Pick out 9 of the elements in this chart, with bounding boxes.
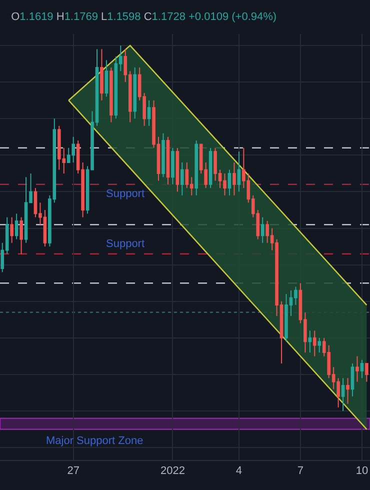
x-tick-label: 2022 [160, 465, 185, 478]
x-tick-label: 27 [67, 465, 80, 478]
ref-line-label: Support [106, 238, 145, 250]
band-label: Major Support Zone [46, 435, 144, 447]
x-tick-label: 10 [356, 465, 368, 478]
x-tick-label: 4 [236, 465, 242, 478]
x-tick-label: 7 [297, 465, 304, 478]
ref-line-label: Support [106, 188, 145, 200]
chart-title: O1.1619 H1.1769 L1.1598 C1.1728 +0.0109 (+0.94%) [11, 10, 277, 23]
